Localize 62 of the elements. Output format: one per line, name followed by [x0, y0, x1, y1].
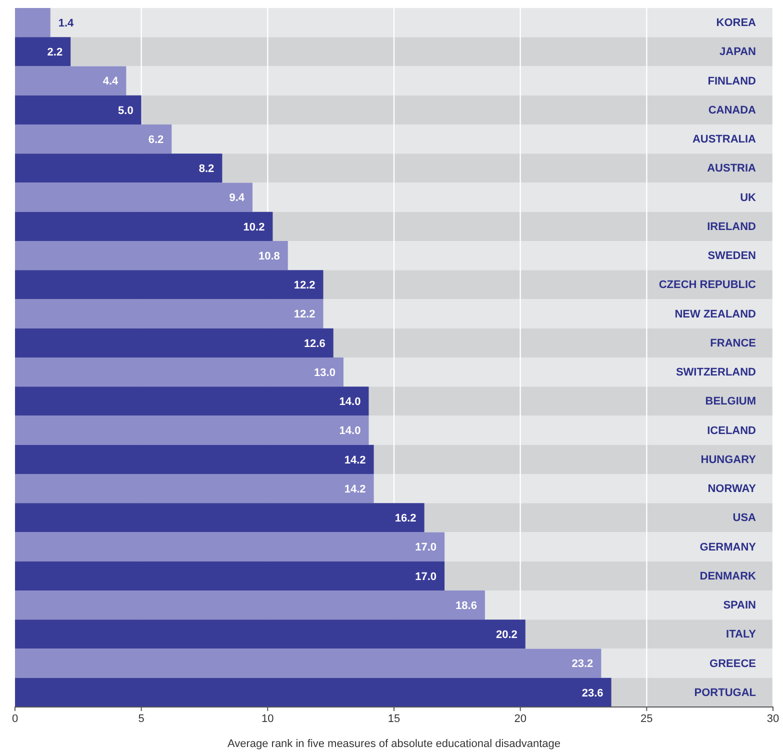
bar	[15, 8, 50, 38]
y-tick-label: HUNGARY	[700, 454, 757, 466]
data-label: 23.6	[582, 687, 604, 700]
y-tick-label: IRELAND	[707, 220, 756, 233]
data-label: 12.2	[294, 280, 316, 292]
x-tick-label: 10	[262, 712, 274, 725]
x-tick-label: 30	[766, 712, 780, 725]
data-label: 16.2	[394, 512, 416, 525]
y-tick-label: PORTUGAL	[694, 686, 756, 699]
y-tick-label: USA	[732, 512, 756, 524]
data-label: 10.8	[258, 250, 280, 262]
data-label: 20.2	[496, 629, 518, 642]
x-tick-label: 0	[12, 712, 18, 725]
y-tick-label: SPAIN	[723, 600, 756, 612]
data-label: 17.0	[415, 542, 437, 554]
data-label: 5.0	[118, 104, 134, 117]
x-tick-label: 25	[640, 712, 653, 725]
data-label: 14.2	[344, 483, 366, 496]
data-label: 18.6	[456, 600, 477, 612]
data-label: 9.4	[229, 192, 246, 204]
y-tick-label: GERMANY	[700, 541, 757, 554]
data-label: 12.6	[304, 338, 326, 350]
data-label: 23.2	[572, 658, 594, 670]
y-tick-label: JAPAN	[720, 46, 756, 58]
bar	[15, 95, 142, 124]
data-label: 8.2	[198, 163, 214, 176]
y-tick-label: CANADA	[708, 104, 756, 116]
data-label: 14.0	[339, 425, 361, 438]
bar	[15, 124, 172, 154]
y-tick-label: NORWAY	[708, 483, 757, 496]
y-tick-label: NEW ZEALAND	[674, 308, 756, 320]
x-axis-title: Average rank in five measures of absolute educational disadvantage	[227, 738, 561, 750]
y-tick-label: SWEDEN	[708, 250, 756, 262]
bar	[15, 37, 71, 66]
y-tick-label: KOREA	[716, 17, 756, 30]
y-tick-label: AUSTRIA	[707, 162, 756, 175]
y-tick-label: CZECH REPUBLIC	[658, 279, 756, 292]
bar	[15, 66, 126, 96]
x-tick-label: 5	[138, 712, 144, 725]
bar	[15, 154, 222, 183]
y-tick-label: AUSTRALIA	[692, 134, 756, 146]
data-label: 4.4	[102, 76, 120, 88]
data-label: 12.2	[294, 308, 316, 321]
y-tick-label: UK	[740, 192, 756, 204]
y-tick-label: FRANCE	[710, 337, 756, 350]
data-label: 2.2	[47, 46, 63, 59]
data-label: 1.4	[58, 17, 75, 30]
data-label: 17.0	[415, 570, 437, 583]
data-label: 13.0	[314, 366, 336, 379]
data-label: 6.2	[148, 134, 164, 146]
data-label: 14.2	[344, 454, 366, 466]
y-tick-label: FINLAND	[708, 75, 756, 88]
y-tick-label: DENMARK	[700, 570, 756, 582]
x-tick-label: 20	[514, 712, 526, 725]
y-tick-label: ICELAND	[707, 424, 756, 437]
y-tick-label: BELGIUM	[705, 396, 756, 408]
y-tick-label: GREECE	[710, 658, 756, 670]
data-label: 10.2	[243, 221, 265, 234]
y-tick-label: ITALY	[726, 628, 757, 641]
y-tick-label: SWITZERLAND	[676, 366, 756, 379]
data-label: 14.0	[339, 396, 361, 408]
x-tick-label: 15	[388, 712, 400, 725]
